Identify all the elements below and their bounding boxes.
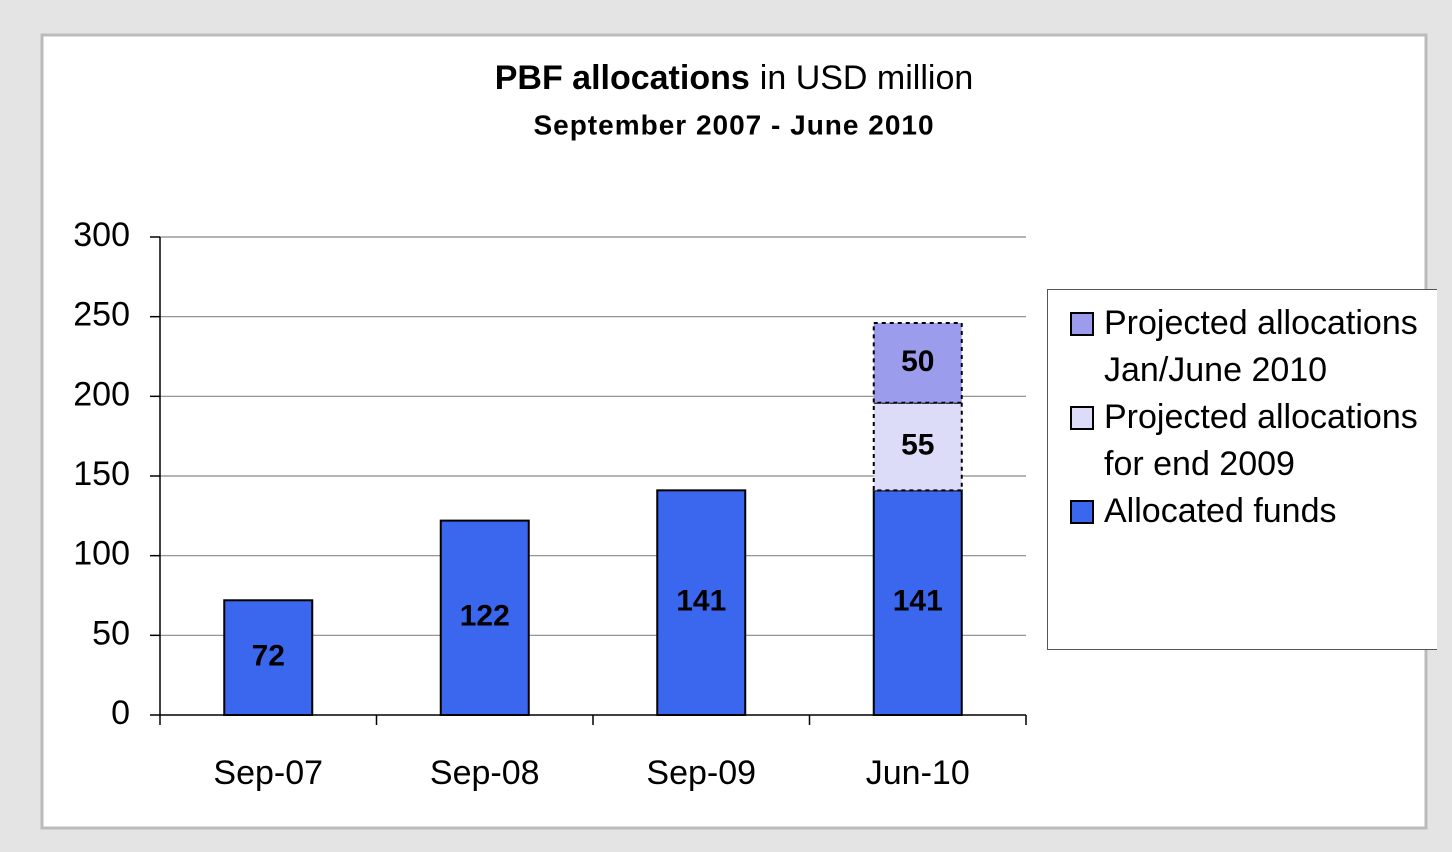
x-tick-label: Sep-07 bbox=[213, 754, 323, 792]
legend-item: Projected allocations Jan/June 2010 bbox=[1070, 300, 1437, 394]
x-tick-label: Jun-10 bbox=[866, 754, 970, 792]
data-label: 141 bbox=[893, 585, 943, 618]
legend-label: Projected allocations for end 2009 bbox=[1104, 398, 1418, 483]
data-label: 141 bbox=[676, 585, 726, 618]
legend-item: Projected allocations for end 2009 bbox=[1070, 394, 1437, 488]
y-tick-label: 250 bbox=[73, 296, 130, 334]
bar bbox=[872, 322, 963, 404]
bar bbox=[656, 489, 747, 716]
legend-swatch bbox=[1070, 406, 1094, 430]
legend-label: Projected allocations Jan/June 2010 bbox=[1104, 304, 1418, 389]
legend-item: Allocated funds bbox=[1070, 488, 1437, 535]
title-normal: in USD million bbox=[760, 59, 974, 97]
x-tick-label: Sep-08 bbox=[430, 754, 540, 792]
y-tick-label: 150 bbox=[73, 455, 130, 493]
bar bbox=[439, 519, 530, 717]
chart-title: PBF allocations in USD million bbox=[495, 59, 974, 97]
data-label: 122 bbox=[460, 600, 510, 633]
legend: Projected allocations Jan/June 2010 Proje… bbox=[1047, 289, 1437, 650]
y-tick-label: 100 bbox=[73, 535, 130, 573]
legend-swatch bbox=[1070, 500, 1094, 524]
data-label: 50 bbox=[901, 345, 934, 378]
y-tick-label: 200 bbox=[73, 375, 130, 413]
bar bbox=[223, 599, 314, 717]
y-tick-label: 50 bbox=[92, 614, 130, 652]
data-label: 72 bbox=[252, 640, 285, 673]
title-bold: PBF allocations bbox=[495, 59, 750, 97]
y-tick-label: 300 bbox=[73, 216, 130, 254]
legend-swatch bbox=[1070, 312, 1094, 336]
data-label: 55 bbox=[901, 428, 934, 461]
bar bbox=[872, 489, 963, 716]
chart-subtitle: September 2007 - June 2010 bbox=[533, 109, 934, 140]
legend-label: Allocated funds bbox=[1104, 492, 1337, 530]
x-tick-label: Sep-09 bbox=[646, 754, 756, 792]
y-tick-label: 0 bbox=[111, 694, 130, 732]
